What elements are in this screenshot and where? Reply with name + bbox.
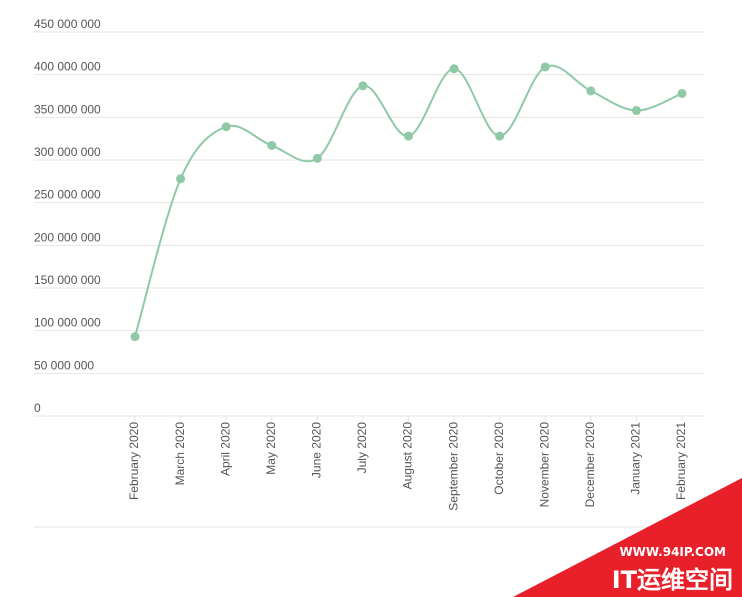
y-tick-label: 100 000 000 [34, 316, 101, 330]
x-tick-label: November 2020 [537, 422, 551, 508]
y-tick-label: 400 000 000 [34, 60, 101, 74]
data-point[interactable] [221, 122, 231, 132]
grid-lines [34, 31, 704, 421]
data-point[interactable] [449, 64, 459, 74]
x-tick-label: May 2020 [264, 422, 278, 475]
data-point[interactable] [540, 62, 550, 72]
data-point[interactable] [404, 131, 413, 141]
y-axis-tick-labels: 0 50 000 000 100 000 000 150 000 000 200 000… [34, 17, 101, 415]
y-tick-label: 50 000 000 [34, 358, 94, 372]
x-tick-label: June 2020 [310, 422, 324, 478]
x-tick-label: March 2020 [173, 422, 187, 486]
y-tick-label: 200 000 000 [34, 230, 101, 244]
y-tick-label: 250 000 000 [34, 188, 101, 202]
y-tick-label: 0 [34, 401, 41, 415]
data-point[interactable] [358, 81, 368, 91]
x-tick-label: April 2020 [218, 422, 232, 476]
x-tick-label: February 2021 [674, 422, 688, 500]
data-point[interactable] [677, 88, 687, 98]
watermark: WWW.94IP.COM IT运维空间 [513, 478, 742, 597]
y-tick-label: 350 000 000 [34, 102, 101, 116]
x-tick-label: February 2020 [127, 422, 141, 500]
x-tick-label: December 2020 [583, 422, 597, 508]
data-point[interactable] [631, 106, 641, 116]
data-point[interactable] [495, 131, 505, 141]
x-tick-label: October 2020 [492, 422, 506, 495]
y-tick-label: 450 000 000 [34, 17, 101, 31]
series-line [134, 64, 683, 337]
data-point[interactable] [176, 174, 186, 184]
x-tick-label: January 2021 [629, 422, 643, 495]
data-point[interactable] [586, 86, 596, 96]
y-tick-label: 150 000 000 [34, 273, 101, 287]
x-tick-label: July 2020 [355, 422, 369, 474]
watermark-url: WWW.94IP.COM [619, 545, 726, 559]
series-markers [130, 62, 687, 342]
watermark-brand: IT运维空间 [612, 566, 733, 594]
x-axis-tick-labels: February 2020 March 2020 April 2020 May 202… [127, 422, 688, 511]
x-tick-label: September 2020 [446, 422, 460, 511]
data-point[interactable] [130, 332, 140, 342]
y-tick-label: 300 000 000 [34, 145, 101, 159]
watermark-red-triangle [513, 478, 742, 597]
data-point[interactable] [312, 153, 322, 163]
data-point[interactable] [267, 140, 277, 150]
x-tick-label: August 2020 [401, 422, 415, 490]
